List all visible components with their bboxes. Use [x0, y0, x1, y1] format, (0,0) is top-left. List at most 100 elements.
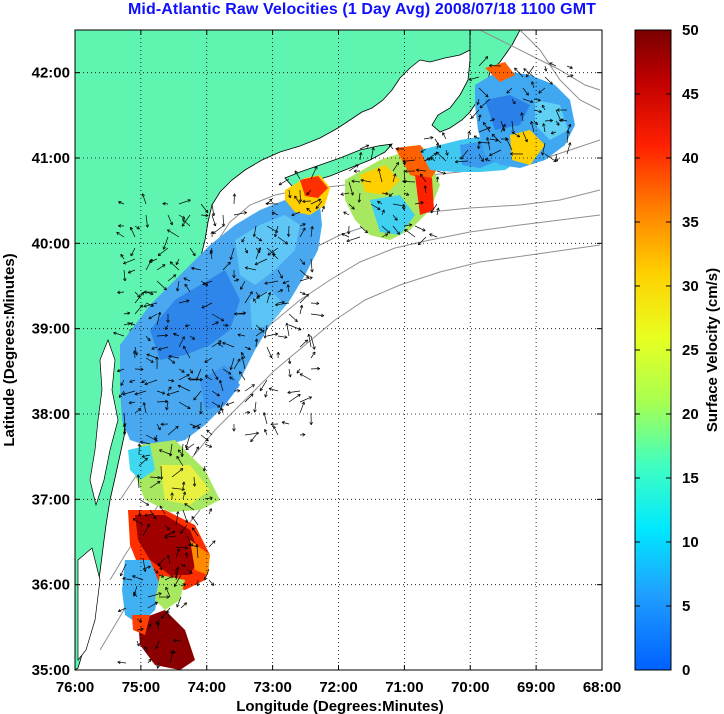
velocity-arrowhead — [180, 532, 184, 534]
velocity-arrowhead — [155, 646, 159, 649]
velocity-arrowhead — [120, 253, 124, 256]
velocity-arrow — [341, 233, 350, 238]
velocity-arrow — [392, 162, 399, 172]
velocity-arrow — [191, 516, 199, 526]
velocity-arrowhead — [192, 425, 195, 429]
velocity-arrowhead — [178, 548, 180, 552]
velocity-arrowhead — [480, 159, 484, 162]
velocity-arrow — [222, 342, 235, 348]
velocity-arrow — [164, 575, 174, 581]
velocity-arrow — [287, 284, 290, 293]
velocity-arrowhead — [166, 610, 170, 613]
velocity-arrow — [123, 312, 131, 315]
velocity-arrowhead — [162, 203, 166, 206]
velocity-arrowhead — [395, 161, 399, 165]
velocity-arrow — [204, 443, 212, 448]
velocity-arrow — [118, 607, 127, 612]
velocity-arrowhead — [506, 90, 508, 94]
velocity-arrowhead — [143, 402, 146, 405]
velocity-arrowhead — [165, 407, 167, 411]
velocity-arrowhead — [286, 322, 289, 326]
velocity-arrowhead — [164, 535, 168, 538]
velocity-arrow — [360, 179, 372, 183]
velocity-arrowhead — [524, 139, 528, 143]
velocity-arrowhead — [350, 192, 354, 196]
velocity-arrowhead — [389, 195, 393, 197]
velocity-arrow — [166, 401, 169, 411]
velocity-arrowhead — [240, 287, 244, 290]
velocity-arrowhead — [192, 254, 196, 257]
velocity-arrowhead — [174, 584, 178, 587]
velocity-arrow — [278, 178, 290, 186]
velocity-arrowhead — [294, 320, 298, 322]
velocity-arrowhead — [122, 392, 126, 395]
velocity-arrowhead — [187, 519, 189, 523]
map-title: Mid-Atlantic Raw Velocities (1 Day Avg) … — [127, 1, 596, 18]
velocity-arrow — [478, 127, 491, 133]
velocity-arrowhead — [157, 428, 161, 431]
velocity-arrow — [416, 169, 427, 172]
velocity-arrowhead — [161, 615, 163, 619]
velocity-arrowhead — [268, 387, 272, 389]
velocity-arrow — [478, 56, 489, 67]
velocity-arrow — [266, 198, 273, 205]
velocity-arrowhead — [259, 389, 263, 392]
velocity-arrowhead — [202, 281, 205, 285]
velocity-arrow — [500, 124, 506, 133]
velocity-arrowhead — [288, 374, 291, 378]
velocity-arrowhead — [128, 400, 132, 404]
velocity-arrowhead — [166, 555, 169, 559]
velocity-arrow — [181, 214, 191, 227]
velocity-arrow — [359, 225, 368, 234]
velocity-arrow — [145, 357, 154, 363]
velocity-arrowhead — [269, 292, 272, 296]
velocity-arrow — [241, 356, 246, 370]
velocity-arrowhead — [549, 118, 553, 121]
velocity-arrowhead — [483, 121, 487, 124]
velocity-arrow — [555, 109, 562, 122]
velocity-arrowhead — [477, 140, 481, 143]
velocity-arrow — [348, 203, 355, 210]
velocity-arrowhead — [250, 393, 254, 396]
velocity-arrowhead — [299, 373, 302, 377]
velocity-arrowhead — [492, 118, 495, 122]
velocity-arrow — [181, 443, 184, 457]
velocity-arrowhead — [264, 283, 268, 285]
velocity-arrowhead — [542, 104, 545, 107]
velocity-arrow — [164, 531, 176, 537]
velocity-arrowhead — [263, 412, 267, 415]
velocity-arrowhead — [136, 352, 139, 356]
velocity-arrowhead — [118, 224, 122, 227]
velocity-arrowhead — [388, 144, 391, 148]
velocity-arrow — [288, 313, 298, 322]
velocity-arrowhead — [242, 311, 246, 314]
velocity-arrowhead — [195, 446, 199, 449]
velocity-arrow — [348, 181, 354, 196]
colorbar-tick-label: 10 — [682, 534, 699, 551]
velocity-arrowhead — [404, 229, 407, 233]
velocity-arrow — [138, 498, 150, 506]
colorbar: 0 5 10 15 20 25 30 35 40 45 50 Surface Velocity (c… — [634, 22, 721, 679]
velocity-arrow — [178, 214, 186, 219]
velocity-arrowhead — [377, 168, 379, 172]
velocity-arrow — [377, 200, 383, 205]
velocity-arrowhead — [470, 117, 475, 119]
velocity-arrow — [210, 251, 213, 260]
velocity-arrowhead — [137, 226, 140, 230]
velocity-arrowhead — [204, 359, 207, 363]
velocity-arrow — [132, 518, 144, 526]
velocity-arrow — [134, 346, 138, 356]
velocity-arrowhead — [275, 333, 279, 336]
velocity-arrowhead — [144, 457, 148, 460]
velocity-arrowhead — [141, 379, 144, 383]
velocity-arrowhead — [473, 135, 476, 139]
velocity-arrow — [176, 456, 184, 467]
velocity-arrowhead — [477, 145, 479, 149]
velocity-arrowhead — [118, 395, 123, 398]
velocity-arrow — [291, 211, 301, 216]
velocity-arrowhead — [273, 425, 277, 429]
velocity-arrowhead — [234, 193, 237, 197]
velocity-arrowhead — [520, 112, 522, 116]
velocity-arrow — [156, 390, 165, 394]
velocity-arrowhead — [353, 170, 357, 173]
